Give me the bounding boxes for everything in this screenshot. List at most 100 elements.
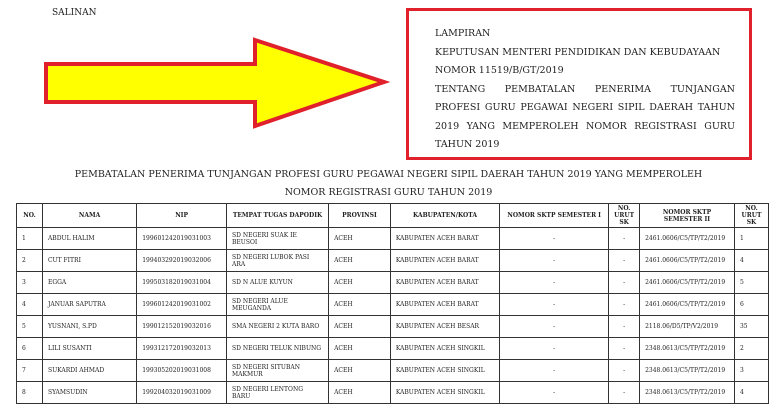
table-cell: SD NEGERI ALUE MEUGANDA bbox=[225, 293, 330, 316]
table-cell: - bbox=[608, 293, 641, 316]
table-cell: JANUAR SAPUTRA bbox=[41, 293, 138, 316]
title-line: PEMBATALAN PENERIMA TUNJANGAN PROFESI GU… bbox=[74, 169, 703, 180]
table-cell: 2461.0606/C5/TP/T2/2019 bbox=[639, 271, 735, 294]
table-cell: 199403292019032006 bbox=[136, 249, 227, 272]
lampiran-line: NOMOR 11519/B/GT/2019 bbox=[435, 65, 564, 76]
table-cell: KABUPATEN ACEH BARAT bbox=[389, 249, 501, 272]
table-cell: 199503182019031004 bbox=[136, 271, 227, 294]
lampiran-line: TENTANG PEMBATALAN PENERIMA TUNJANGAN bbox=[435, 83, 735, 95]
lampiran-box: LAMPIRAN KEPUTUSAN MENTERI PENDIDIKAN DA… bbox=[406, 8, 752, 160]
table-row: 4 JANUAR SAPUTRA 199601242019031002 SD NEGE… bbox=[16, 293, 770, 316]
table-cell: 35 bbox=[733, 315, 770, 338]
salinan-label: SALINAN bbox=[52, 8, 97, 18]
data-table: NO. NAMA NIP TEMPAT TUGAS DAPODIK PROVINSI KA… bbox=[16, 203, 770, 404]
table-cell: 2461.0606/C5/TP/T2/2019 bbox=[639, 293, 735, 316]
table-row: 3 EGGA 199503182019031004 SD N ALUE KUYUN AC… bbox=[16, 271, 770, 294]
table-cell: ACEH bbox=[328, 337, 391, 360]
table-cell: 199601242019031002 bbox=[136, 293, 227, 316]
table-cell: KABUPATEN ACEH SINGKIL bbox=[389, 381, 501, 404]
table-cell: 2118.06/D5/TP/V2/2019 bbox=[639, 315, 735, 338]
table-cell: 199312172019032013 bbox=[136, 337, 227, 360]
table-cell: 8 bbox=[16, 381, 43, 404]
table-cell: KABUPATEN ACEH BESAR bbox=[389, 315, 501, 338]
table-cell: 199204032019031009 bbox=[136, 381, 227, 404]
column-header: NOMOR SKTP SEMESTER I bbox=[499, 203, 610, 228]
lampiran-line: TAHUN 2019 bbox=[435, 139, 500, 150]
table-cell: 2 bbox=[733, 337, 770, 360]
table-cell: LILI SUSANTI bbox=[41, 337, 138, 360]
table-cell: SUKARDI AHMAD bbox=[41, 359, 138, 382]
table-cell: ACEH bbox=[328, 359, 391, 382]
table-cell: KABUPATEN ACEH SINGKIL bbox=[389, 337, 501, 360]
table-cell: - bbox=[608, 359, 641, 382]
table-cell: - bbox=[499, 337, 610, 360]
table-cell: 7 bbox=[16, 359, 43, 382]
table-cell: 1 bbox=[733, 227, 770, 250]
table-cell: EGGA bbox=[41, 271, 138, 294]
table-cell: SD NEGERI SITUBAN MAKMUR bbox=[225, 359, 330, 382]
table-cell: - bbox=[608, 337, 641, 360]
table-cell: 2348.0613/C5/TP/T2/2019 bbox=[639, 337, 735, 360]
table-cell: 4 bbox=[733, 249, 770, 272]
table-cell: 5 bbox=[16, 315, 43, 338]
table-cell: 199305202019031008 bbox=[136, 359, 227, 382]
table-cell: - bbox=[499, 227, 610, 250]
lampiran-line: PROFESI GURU PEGAWAI NEGERI SIPIL DAERAH… bbox=[435, 102, 735, 113]
table-cell: 2348.0613/C5/TP/T2/2019 bbox=[639, 359, 735, 382]
table-cell: - bbox=[608, 227, 641, 250]
table-cell: 3 bbox=[733, 359, 770, 382]
table-cell: SD NEGERI SUAK IE BEUSOI bbox=[225, 227, 330, 250]
table-cell: YUSNANI, S.PD bbox=[41, 315, 138, 338]
table-cell: 3 bbox=[16, 271, 43, 294]
table-cell: ACEH bbox=[328, 227, 391, 250]
table-row: 5 YUSNANI, S.PD 199012152019032016 SMA NEGE… bbox=[16, 315, 770, 338]
column-header: PROVINSI bbox=[328, 203, 391, 228]
table-cell: ACEH bbox=[328, 249, 391, 272]
table-cell: 199601242019031003 bbox=[136, 227, 227, 250]
table-cell: KABUPATEN ACEH BARAT bbox=[389, 293, 501, 316]
table-cell: CUT FITRI bbox=[41, 249, 138, 272]
table-cell: 6 bbox=[16, 337, 43, 360]
table-cell: 2461.0606/C5/TP/T2/2019 bbox=[639, 227, 735, 250]
lampiran-line: 2019 YANG MEMPEROLEH NOMOR REGISTRASI GU… bbox=[435, 120, 735, 132]
table-cell: - bbox=[499, 271, 610, 294]
table-cell: 5 bbox=[733, 271, 770, 294]
column-header: KABUPATEN/KOTA bbox=[389, 203, 501, 228]
table-cell: SD NEGERI TELUK NIBUNG bbox=[225, 337, 330, 360]
title-line: NOMOR REGISTRASI GURU TAHUN 2019 bbox=[284, 187, 493, 198]
table-cell: 199012152019032016 bbox=[136, 315, 227, 338]
table-cell: SD NEGERI LUBOK PASI ARA bbox=[225, 249, 330, 272]
table-cell: - bbox=[499, 315, 610, 338]
table-cell: KABUPATEN ACEH SINGKIL bbox=[389, 359, 501, 382]
table-row: 2 CUT FITRI 199403292019032006 SD NEGERI LU… bbox=[16, 249, 770, 272]
table-cell: 6 bbox=[733, 293, 770, 316]
table-cell: KABUPATEN ACEH BARAT bbox=[389, 227, 501, 250]
table-cell: 2461.0606/C5/TP/T2/2019 bbox=[639, 249, 735, 272]
table-cell: 4 bbox=[16, 293, 43, 316]
table-cell: - bbox=[608, 381, 641, 404]
table-cell: SMA NEGERI 2 KUTA BARO bbox=[225, 315, 330, 338]
table-row: 1 ABDUL HALIM 199601242019031003 SD NEGERI … bbox=[16, 227, 770, 250]
column-header: NO. URUT SK bbox=[733, 203, 770, 228]
table-cell: ACEH bbox=[328, 271, 391, 294]
table-row: 8 SYAMSUDIN 199204032019031009 SD NEGERI LE… bbox=[16, 381, 770, 404]
table-cell: - bbox=[499, 249, 610, 272]
lampiran-line: LAMPIRAN bbox=[435, 28, 491, 39]
column-header: NOMOR SKTP SEMESTER II bbox=[639, 203, 735, 228]
table-cell: 4 bbox=[733, 381, 770, 404]
table-cell: SD N ALUE KUYUN bbox=[225, 271, 330, 294]
table-cell: - bbox=[608, 249, 641, 272]
table-cell: - bbox=[499, 293, 610, 316]
table-cell: - bbox=[608, 271, 641, 294]
table-cell: SD NEGERI LENTONG BARU bbox=[225, 381, 330, 404]
table-cell: ACEH bbox=[328, 315, 391, 338]
arrow-right-icon bbox=[44, 37, 390, 129]
table-row: 7 SUKARDI AHMAD 199305202019031008 SD NEGER… bbox=[16, 359, 770, 382]
column-header: NIP bbox=[136, 203, 227, 228]
lampiran-line: KEPUTUSAN MENTERI PENDIDIKAN DAN KEBUDAY… bbox=[435, 46, 721, 58]
table-cell: 2 bbox=[16, 249, 43, 272]
table-cell: - bbox=[499, 359, 610, 382]
table-cell: 2348.0613/C5/TP/T2/2019 bbox=[639, 381, 735, 404]
table-cell: ACEH bbox=[328, 381, 391, 404]
table-cell: 1 bbox=[16, 227, 43, 250]
